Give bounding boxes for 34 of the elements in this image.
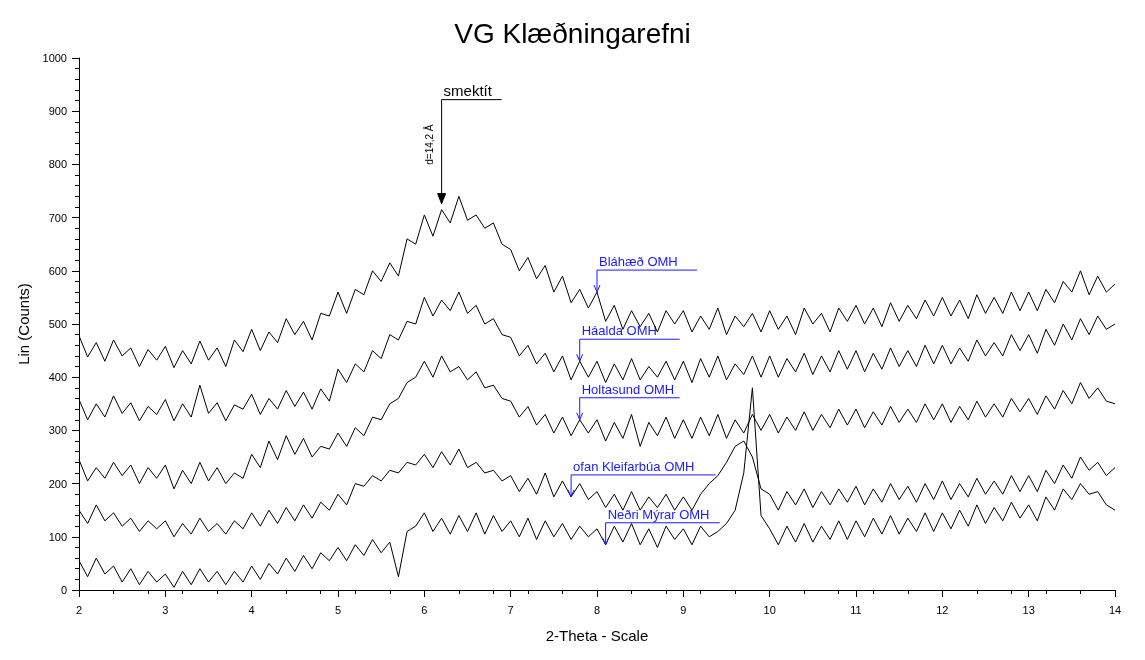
y-tick-label: 500 [48, 318, 67, 330]
y-tick-label: 0 [60, 584, 67, 596]
annotation: Bláhæð OMH [599, 254, 678, 270]
annotation: smektít [443, 81, 493, 99]
annotation: ofan Kleifarbúa OMH [573, 458, 695, 474]
y-tick-label: 800 [48, 158, 67, 171]
annotation: Neðri Mýrar OMH [607, 506, 710, 522]
y-tick-label: 200 [48, 477, 67, 490]
y-tick-label: 900 [48, 105, 67, 118]
x-tick-label: 8 [593, 603, 601, 616]
x-tick-label: 13 [1022, 603, 1035, 616]
x-tick-label: 12 [936, 603, 949, 616]
x-tick-label: 14 [1108, 603, 1122, 616]
x-tick-label: 10 [763, 603, 776, 616]
y-tick-label: 1000 [42, 52, 67, 64]
annotation: Háalda OMH [581, 323, 657, 339]
y-axis-title: Lin (Counts) [15, 283, 32, 365]
chart-title: VG Klæðningarefni [454, 17, 691, 49]
x-tick-label: 11 [850, 603, 862, 616]
x-tick-label: 7 [507, 603, 514, 616]
x-tick-label: 2 [75, 603, 83, 616]
y-tick-label: 400 [48, 371, 67, 384]
y-tick-label: 300 [48, 424, 67, 437]
x-axis-title: 2-Theta - Scale [545, 627, 649, 644]
x-tick-label: 6 [421, 603, 428, 616]
x-tick-label: 5 [334, 603, 342, 616]
y-tick-label: 100 [48, 530, 67, 543]
annotation: Holtasund OMH [581, 381, 675, 397]
annotation: d=14,2 Å [423, 124, 436, 165]
x-tick-label: 4 [248, 603, 255, 616]
y-tick-label: 600 [48, 264, 67, 277]
x-tick-label: 3 [162, 603, 169, 616]
x-tick-label: 9 [680, 603, 687, 616]
y-tick-label: 700 [48, 211, 67, 224]
